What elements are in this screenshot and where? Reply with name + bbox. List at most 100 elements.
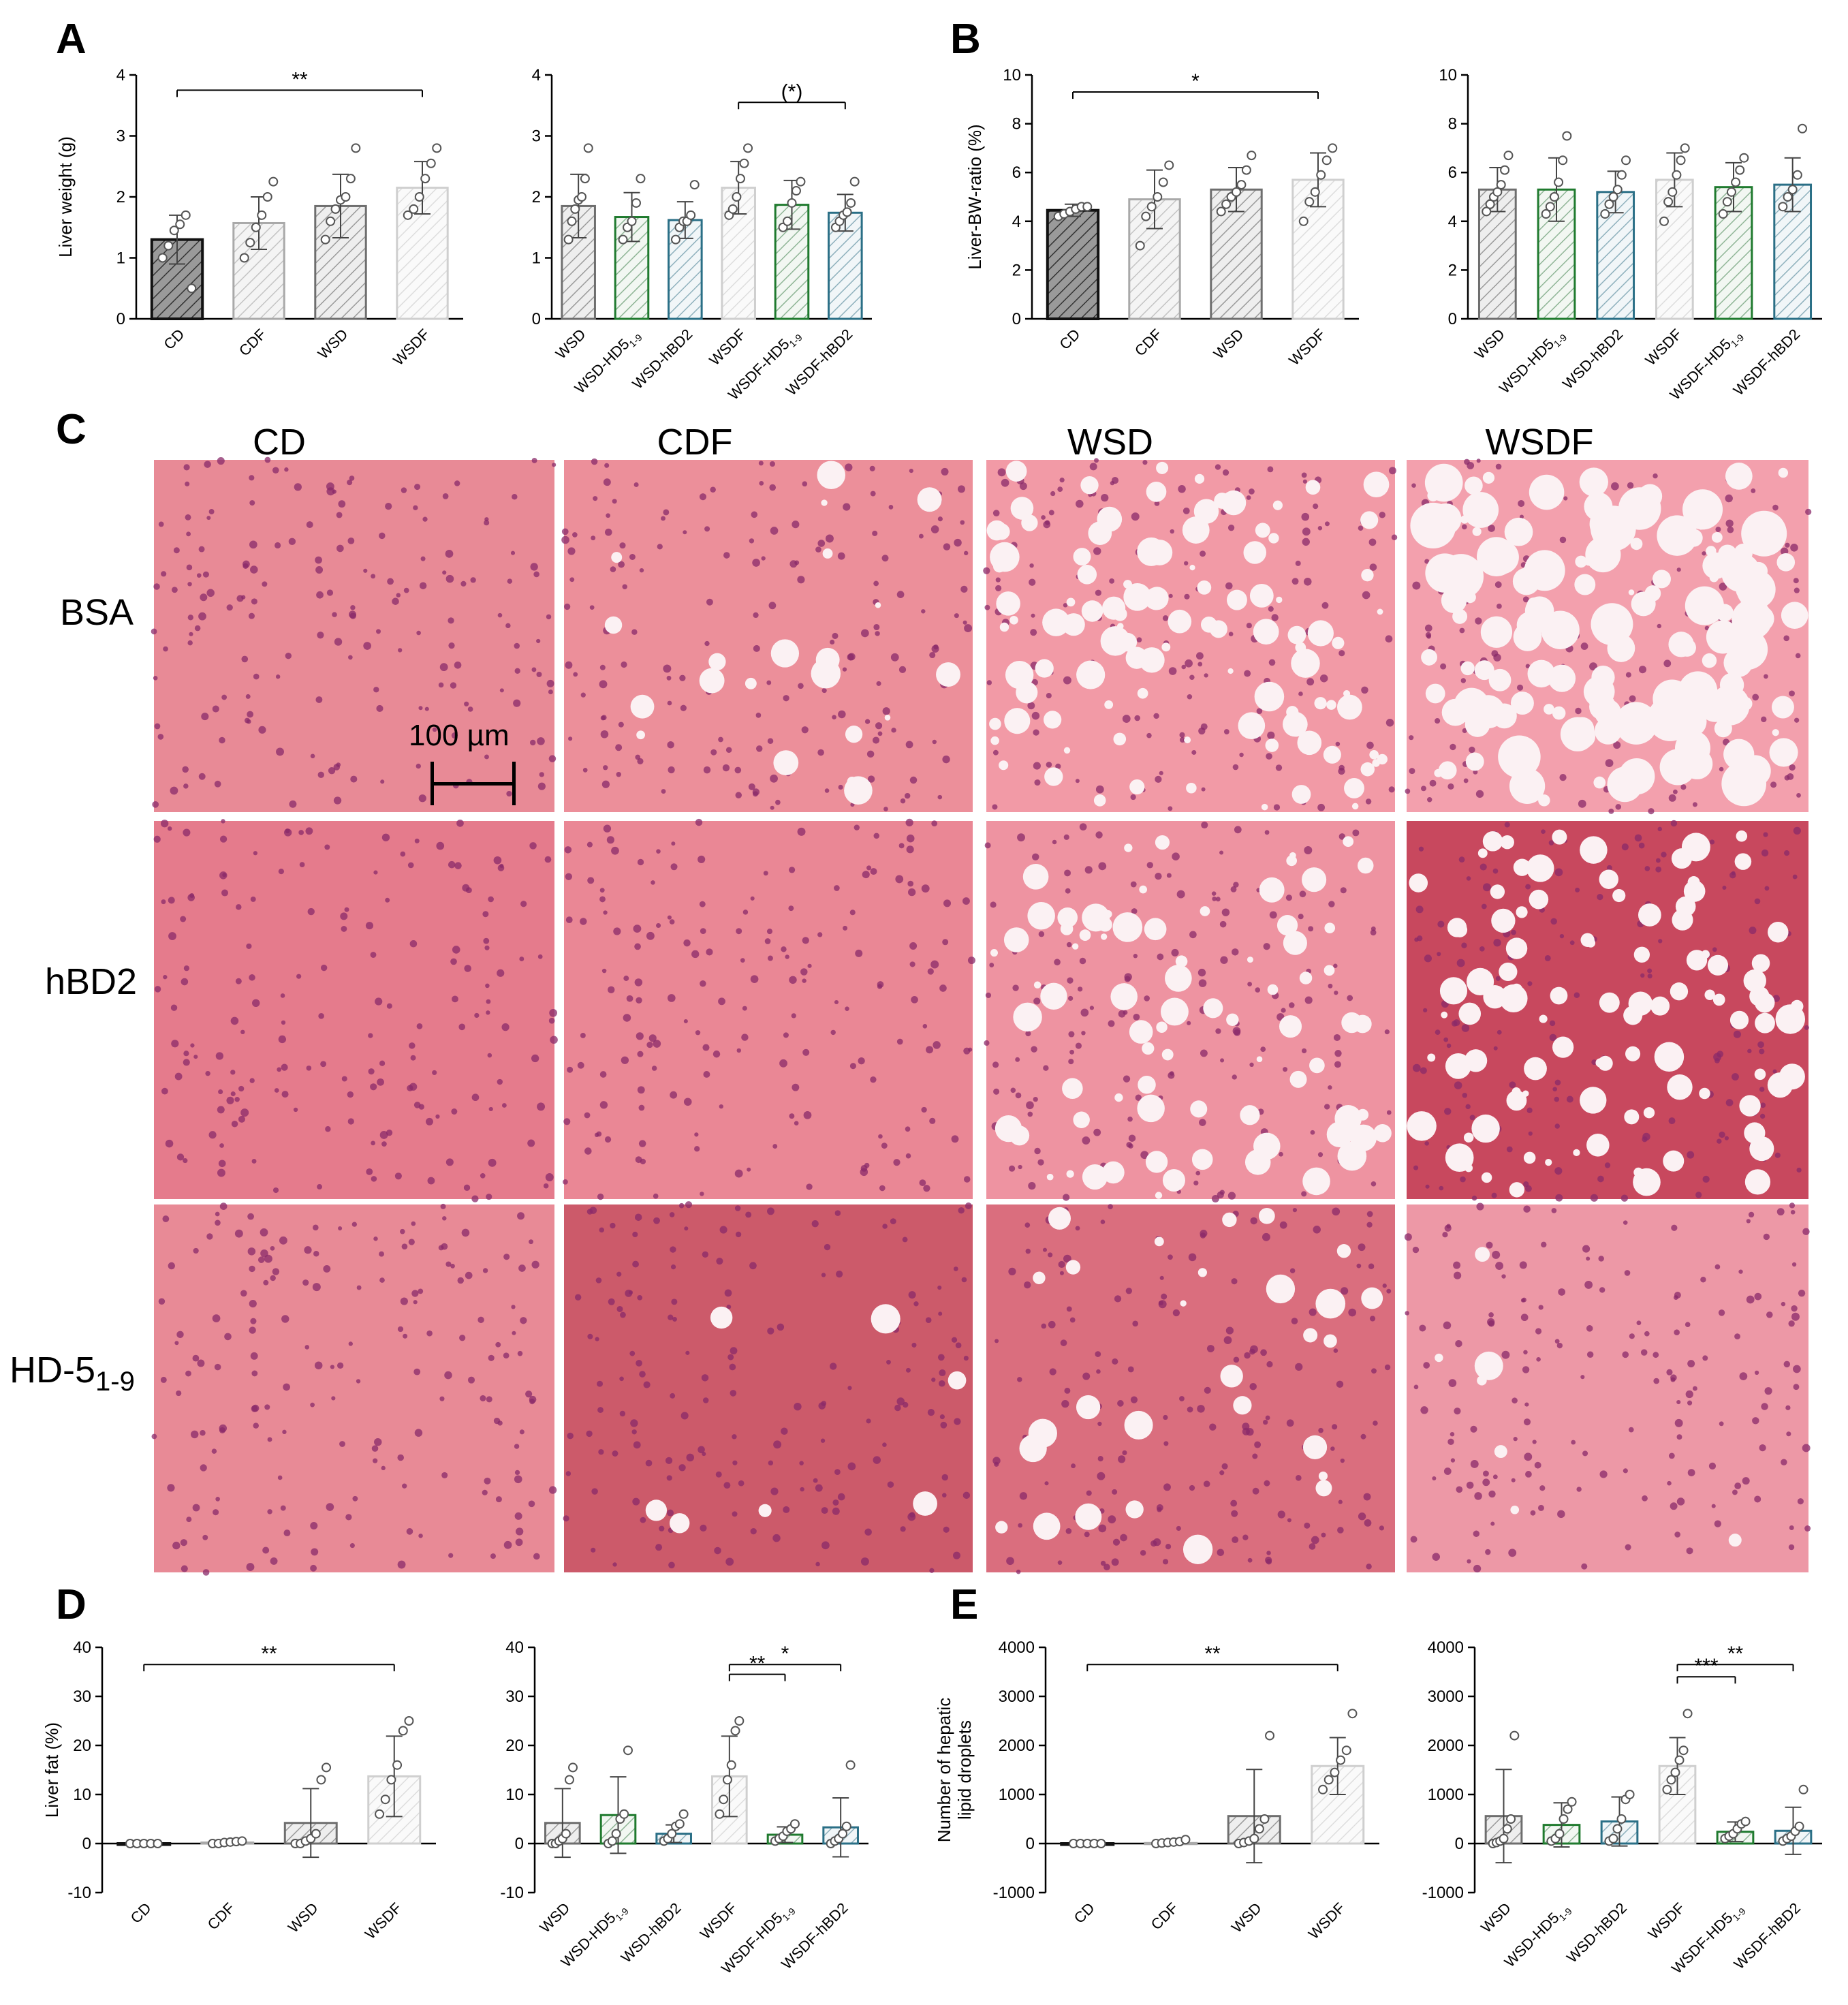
nucleus	[1163, 1414, 1168, 1420]
data-point	[1621, 155, 1631, 166]
data-point	[239, 253, 249, 263]
nucleus	[1308, 926, 1314, 932]
nucleus	[1523, 1418, 1531, 1426]
nucleus	[645, 1459, 653, 1467]
nucleus	[842, 667, 847, 672]
nucleus	[1034, 1147, 1041, 1155]
nucleus	[715, 1471, 722, 1478]
nucleus	[1518, 500, 1525, 508]
lipid-droplet	[1189, 565, 1195, 571]
nucleus	[1663, 659, 1672, 668]
nucleus	[1124, 976, 1131, 982]
nucleus	[197, 1359, 205, 1367]
nucleus	[703, 766, 711, 774]
nucleus	[1766, 1311, 1773, 1318]
nucleus	[1781, 1301, 1786, 1307]
nucleus	[299, 862, 305, 867]
lipid-droplet	[1004, 708, 1031, 734]
nucleus	[882, 1442, 887, 1447]
nucleus	[1337, 1527, 1344, 1534]
nucleus	[704, 640, 710, 647]
nucleus	[161, 1087, 168, 1095]
nucleus	[990, 901, 997, 908]
nucleus	[1010, 1087, 1016, 1093]
lipid-droplet	[1129, 779, 1145, 795]
lipid-droplet	[1657, 515, 1697, 556]
nucleus	[1250, 1345, 1258, 1354]
nucleus	[758, 461, 764, 466]
data-point	[845, 1760, 856, 1770]
nucleus	[182, 766, 189, 773]
lipid-droplet	[844, 776, 873, 805]
nucleus	[1154, 501, 1160, 506]
nucleus	[1497, 1029, 1502, 1035]
data-point	[404, 1716, 414, 1726]
nucleus	[344, 907, 349, 912]
nucleus	[565, 661, 573, 669]
nucleus	[174, 1341, 179, 1346]
nucleus	[1385, 635, 1393, 643]
nucleus	[163, 975, 168, 980]
data-point	[1659, 216, 1669, 226]
nucleus	[564, 603, 571, 610]
data-point	[1608, 192, 1618, 202]
nucleus	[1076, 499, 1084, 508]
nucleus	[385, 503, 392, 510]
lipid-droplet	[1739, 1095, 1761, 1117]
nucleus	[701, 1374, 709, 1382]
nucleus	[1103, 1564, 1110, 1571]
nucleus	[250, 896, 256, 902]
data-point	[849, 176, 860, 187]
nucleus	[729, 1363, 736, 1371]
lipid-droplet	[1618, 758, 1655, 795]
nucleus	[381, 1141, 387, 1147]
nucleus	[515, 1538, 523, 1547]
nucleus	[379, 532, 386, 540]
significance-label: ***	[1694, 1655, 1718, 1677]
nucleus	[777, 1323, 785, 1331]
nucleus	[1494, 581, 1502, 589]
data-point	[1616, 170, 1627, 180]
nucleus	[1486, 1241, 1493, 1249]
nucleus	[1067, 977, 1074, 984]
nucleus	[190, 1043, 195, 1048]
nucleus	[529, 842, 537, 850]
nucleus	[663, 509, 670, 516]
y-tick-label: 2	[116, 188, 125, 206]
nucleus	[267, 1509, 272, 1514]
nucleus	[1295, 1363, 1303, 1371]
nucleus	[1672, 789, 1678, 794]
nucleus	[1019, 482, 1027, 491]
nucleus	[775, 799, 781, 805]
nucleus	[217, 457, 225, 465]
nucleus	[251, 598, 257, 605]
nucleus	[718, 736, 723, 743]
data-point	[789, 1819, 800, 1829]
nucleus	[1554, 1079, 1561, 1086]
nucleus	[564, 846, 572, 854]
nucleus	[477, 1316, 484, 1324]
nucleus	[1479, 946, 1485, 952]
lipid-droplet	[1548, 664, 1576, 692]
nucleus	[1221, 1463, 1228, 1470]
lipid-droplet	[1477, 537, 1516, 577]
lipid-droplet	[1203, 998, 1223, 1019]
nucleus	[896, 591, 905, 598]
row-label-hd5: HD-51-9	[10, 1349, 135, 1397]
nucleus	[873, 1456, 881, 1464]
nucleus	[1219, 1190, 1225, 1195]
lipid-droplet	[1475, 1247, 1490, 1262]
y-axis-label: Liver weight (g)	[55, 136, 76, 258]
nucleus	[1647, 968, 1653, 974]
nucleus	[1089, 1006, 1095, 1010]
y-tick-label: 3	[532, 127, 541, 146]
nucleus	[1550, 918, 1557, 925]
nucleus	[770, 1487, 779, 1495]
nucleus	[185, 481, 190, 486]
nucleus	[1802, 1444, 1811, 1452]
nucleus	[1525, 664, 1531, 669]
nucleus	[1301, 512, 1310, 521]
nucleus	[482, 911, 489, 918]
nucleus	[1260, 1046, 1266, 1053]
